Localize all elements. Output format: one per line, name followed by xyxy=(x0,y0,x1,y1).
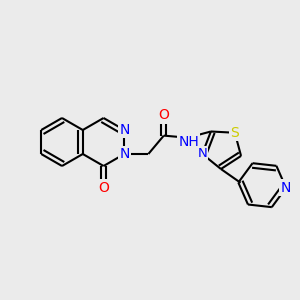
Text: O: O xyxy=(158,108,169,122)
Text: N: N xyxy=(119,147,130,161)
Text: N: N xyxy=(281,181,291,195)
Text: N: N xyxy=(119,123,130,137)
Text: O: O xyxy=(98,181,109,195)
Text: S: S xyxy=(230,126,239,140)
Text: NH: NH xyxy=(178,135,199,149)
Text: N: N xyxy=(197,147,207,161)
